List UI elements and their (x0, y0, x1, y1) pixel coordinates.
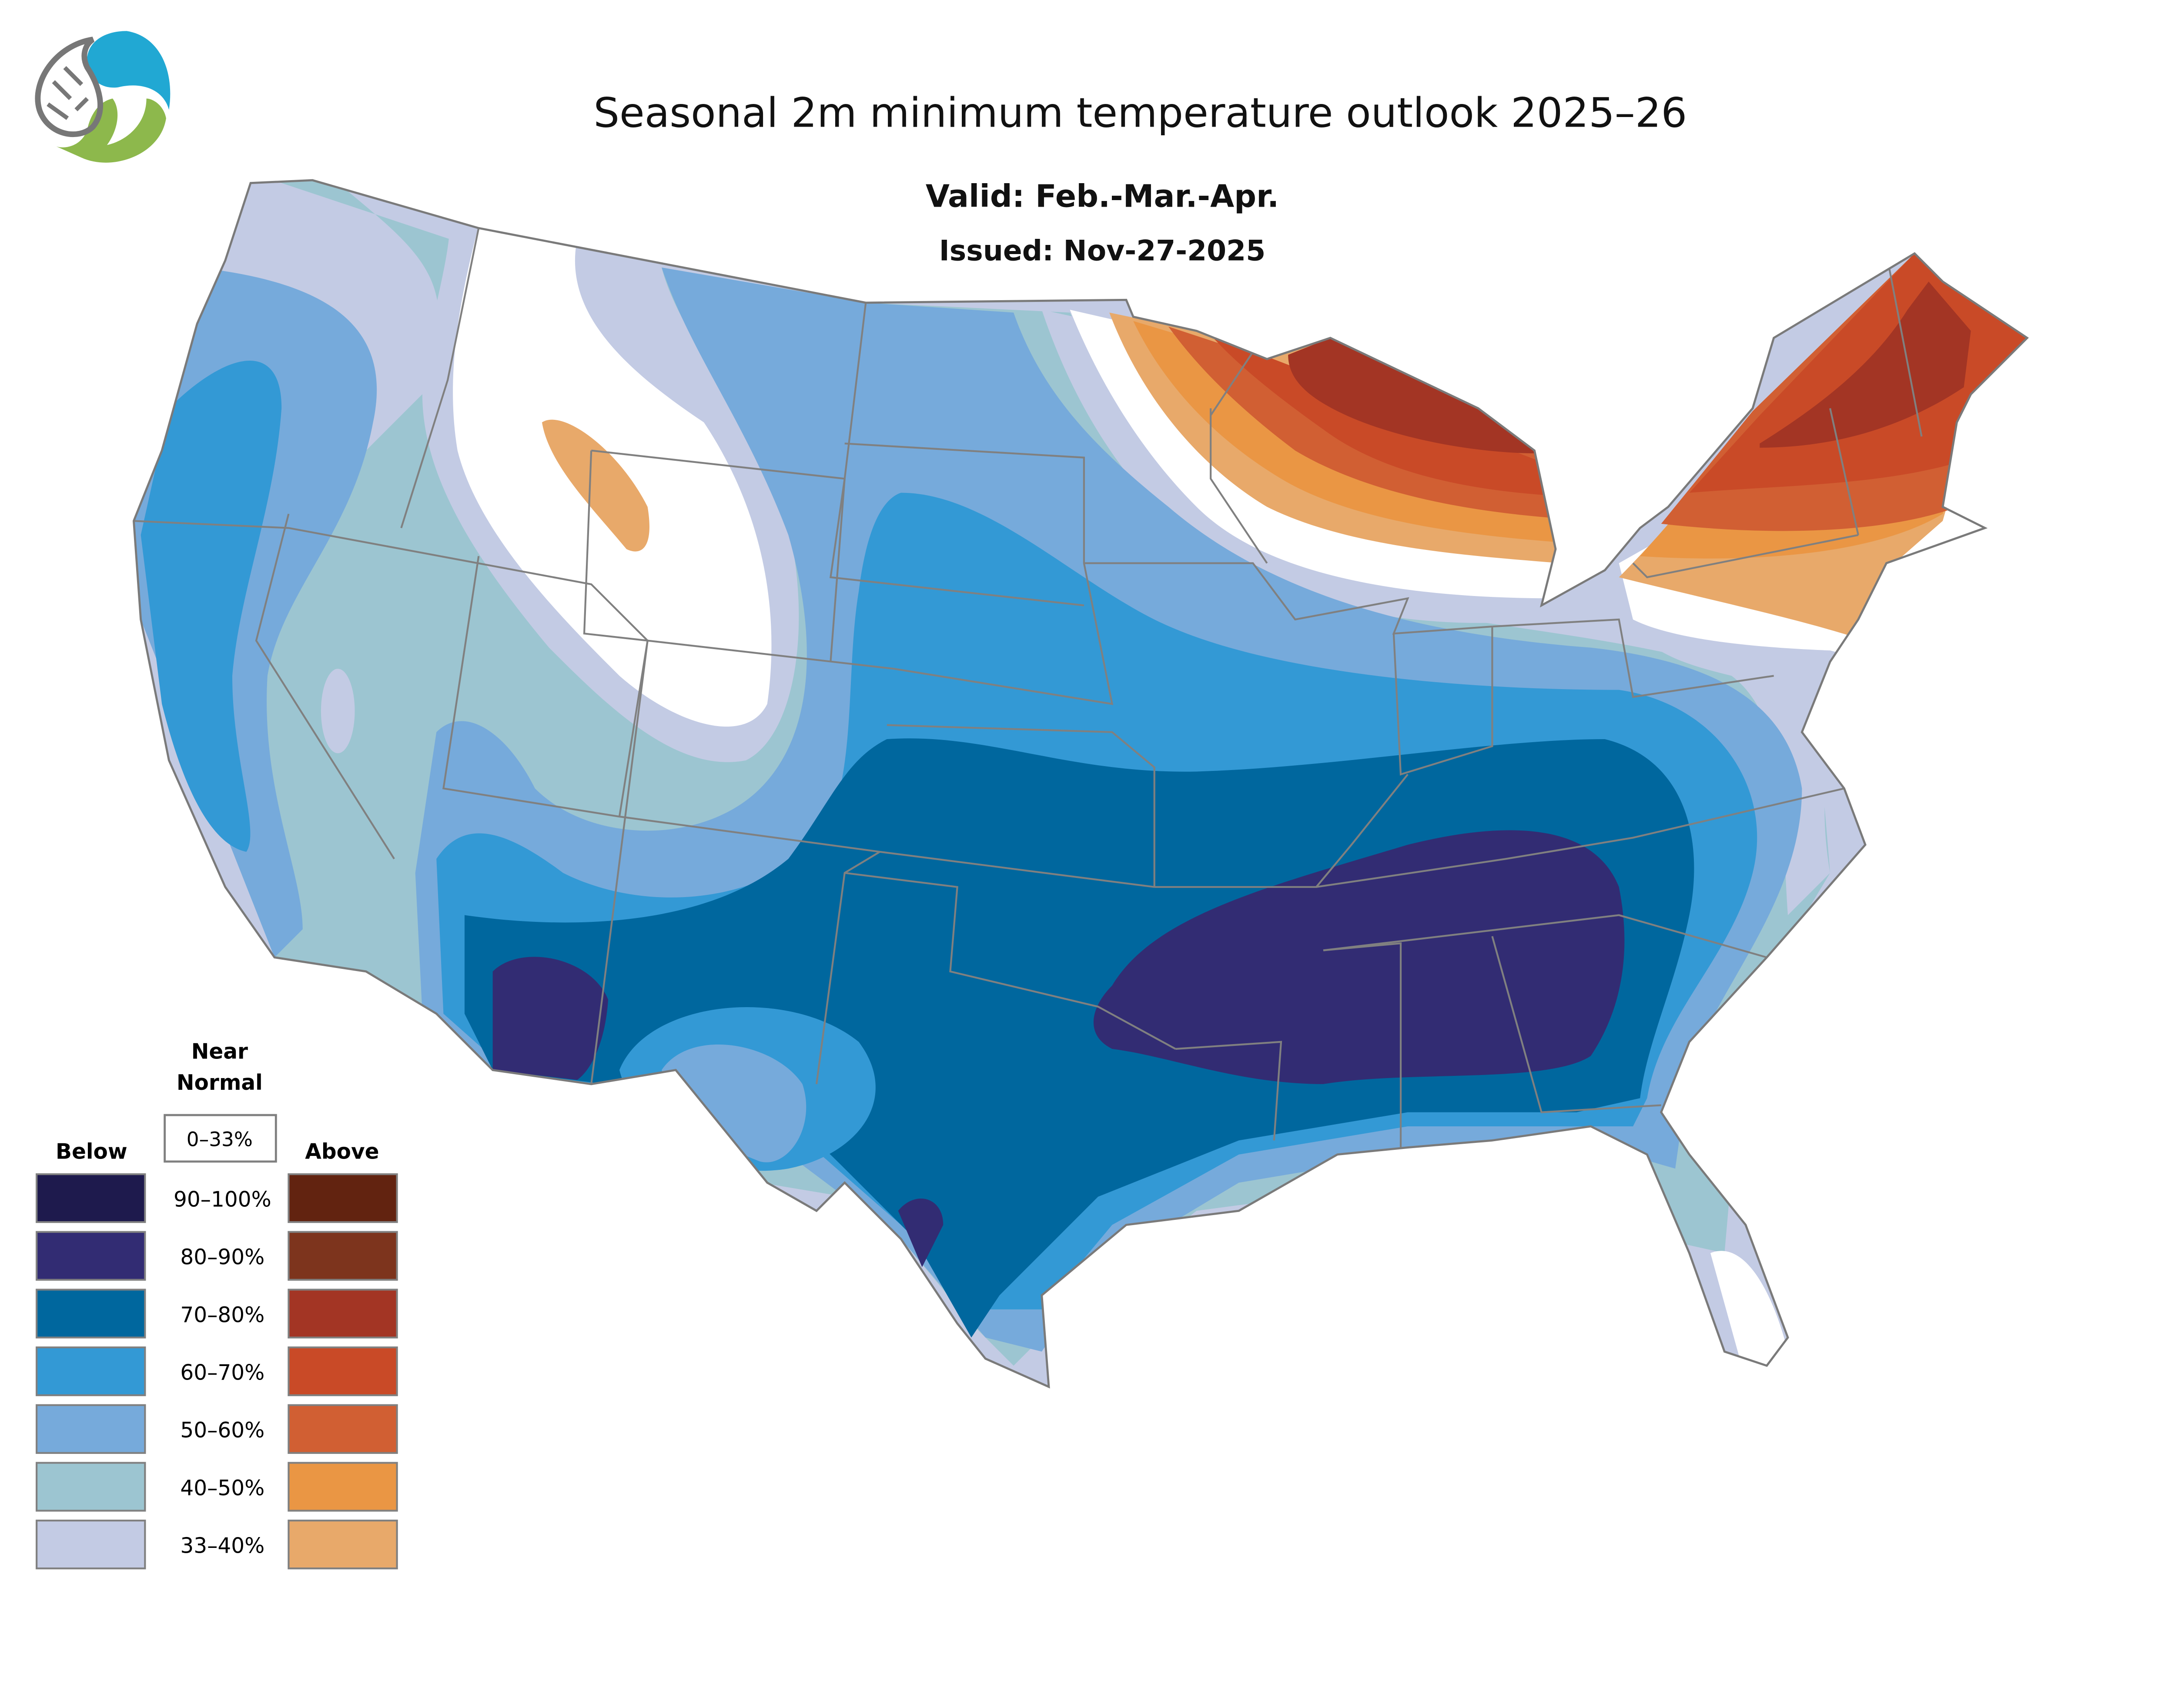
legend-below-swatch (36, 1404, 146, 1454)
above-70-80-northeast (1760, 281, 1971, 448)
legend-below-label: Below (56, 1139, 127, 1164)
state-borders (134, 228, 1923, 1148)
legend-range-label: 50–60% (180, 1418, 264, 1443)
legend-above-swatch (288, 1173, 398, 1223)
legend-above-swatch (288, 1231, 398, 1281)
legend-range-label: 60–70% (180, 1361, 264, 1385)
legend-above-swatch (288, 1289, 398, 1339)
legend-above-swatch (288, 1462, 398, 1512)
logo (35, 31, 171, 163)
us-map (0, 0, 2175, 1595)
legend-range-label: 40–50% (180, 1476, 264, 1500)
legend-below-swatch (36, 1289, 146, 1339)
legend-range-label: 70–80% (180, 1303, 264, 1327)
valid-period: Valid: Feb.-Mar.-Apr. (926, 178, 1279, 214)
legend-below-swatch (36, 1462, 146, 1512)
issued-date: Issued: Nov-27-2025 (939, 235, 1266, 268)
legend-above-label: Above (305, 1139, 379, 1164)
legend-near-normal-line2: Normal (177, 1071, 263, 1095)
legend-near-normal-range: 0–33% (187, 1128, 253, 1151)
legend-below-swatch (36, 1520, 146, 1570)
legend-above-swatch (288, 1520, 398, 1570)
legend-below-swatch (36, 1231, 146, 1281)
legend-below-swatch (36, 1173, 146, 1223)
legend: Near Normal 0–33% Below Above 90–100% 80–… (36, 1040, 398, 1570)
legend-above-swatch (288, 1346, 398, 1397)
legend-below-swatch (36, 1346, 146, 1397)
outlook-map-figure: Seasonal 2m minimum temperature outlook … (0, 0, 2175, 1595)
map-title: Seasonal 2m minimum temperature outlook … (593, 89, 1687, 137)
legend-near-normal-line1: Near (191, 1040, 248, 1064)
below-80-90-southeast (1093, 830, 1625, 1084)
legend-above-swatch (288, 1404, 398, 1454)
legend-range-label: 33–40% (180, 1534, 264, 1558)
below-80-90-arizona (492, 957, 609, 1080)
legend-near-normal-swatch (164, 1114, 277, 1163)
above-80-90-upper-midwest (1288, 338, 1537, 454)
legend-range-label: 90–100% (174, 1187, 271, 1212)
legend-range-label: 80–90% (180, 1245, 264, 1269)
